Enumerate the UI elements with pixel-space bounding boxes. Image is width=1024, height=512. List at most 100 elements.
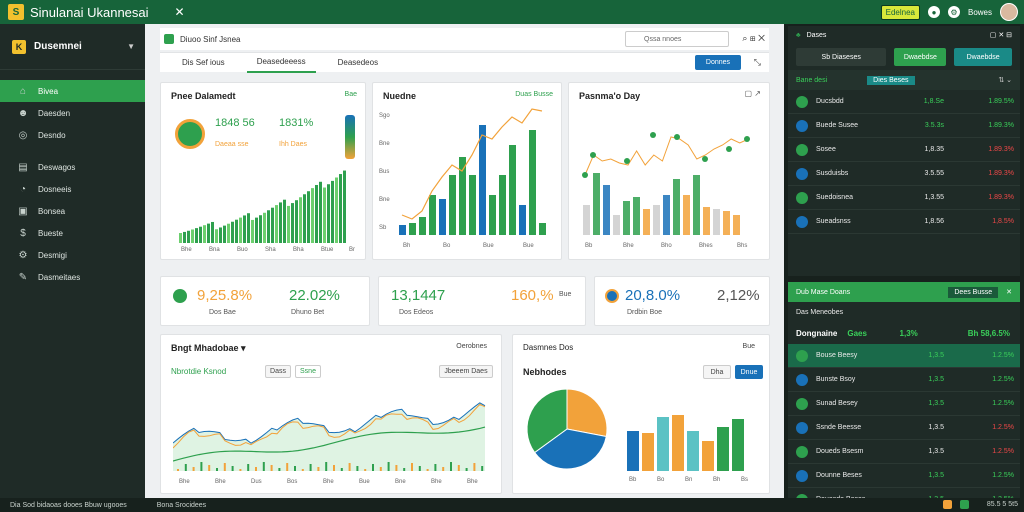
tab-2[interactable]: Deasedeos: [337, 58, 379, 67]
sidebar-item-label: Daesden: [38, 108, 71, 118]
close-icon[interactable]: ✕: [1006, 289, 1012, 296]
main-content: Diuoo Sinf Jsnea Qssa nnoes ⌕ ⊞ ✕ Dis Se…: [148, 24, 780, 498]
bar: [663, 195, 670, 235]
card-link[interactable]: Bue: [742, 343, 755, 350]
list-item[interactable]: Suedoisnea 1,3.55 1.89.3%: [788, 186, 1020, 210]
toolbar-label[interactable]: Diuoo Sinf Jsnea: [180, 34, 241, 44]
sidebar-item-3[interactable]: ▤ Deswagos: [0, 156, 145, 178]
list-item[interactable]: Sueadsnss 1,8.56 1,8.5%: [788, 210, 1020, 234]
sidebar-item-4[interactable]: ◔ Dosneeis: [0, 178, 145, 200]
title-badge[interactable]: Edelnea: [880, 4, 920, 20]
chevron-down-icon[interactable]: ▼: [127, 42, 135, 51]
card-link[interactable]: Oerobnes: [456, 343, 487, 350]
row-name: Sunad Besey: [816, 400, 858, 407]
wifi-icon[interactable]: [959, 500, 969, 509]
pie-slice: [526, 388, 568, 454]
close-icon[interactable]: ✕: [174, 5, 185, 19]
balance-tag-2: Ihh Daes: [279, 141, 308, 148]
filter-button-1[interactable]: Dass: [265, 365, 291, 378]
tick-label: Bhe: [215, 479, 226, 485]
sidebar-item-6[interactable]: $ Bueste: [0, 222, 145, 244]
market-icon: [796, 445, 808, 458]
lock-icon[interactable]: [942, 500, 952, 509]
row-name: Suedoisnea: [816, 194, 853, 201]
list-item[interactable]: Dounne Beses 1,3.5 1.2.5%: [788, 464, 1020, 488]
bar: [211, 221, 214, 243]
bell-icon[interactable]: ●: [927, 6, 940, 18]
card-actions-icon[interactable]: ▢ ↗: [744, 89, 761, 98]
y-tick-label: Sb: [379, 225, 387, 231]
pie-slice: [566, 388, 608, 438]
kpi-card-2: 20,8.0% 2,12% Drdbin Boe: [594, 276, 770, 326]
bar: [255, 217, 258, 243]
row-name: Doueds Bsesm: [816, 448, 864, 455]
tab-1[interactable]: Dwaebdse: [894, 48, 947, 66]
avatar[interactable]: [1000, 3, 1018, 21]
volume-chart: Sgo Bne Bus Bne Sb Bh Bo Bue Bue: [379, 108, 546, 249]
section-button[interactable]: Dies Beses: [867, 75, 915, 85]
y-tick-label: Sgo: [379, 113, 390, 119]
y-tick-label: Bne: [379, 141, 390, 147]
panel-actions-icon[interactable]: ▢ ✕ ⊟: [989, 32, 1012, 39]
list-item[interactable]: Susduisbs 3.5.55 1.89.3%: [788, 162, 1020, 186]
tick-label: Bhe: [181, 247, 192, 253]
kpi-sub: Drdbin Boe: [627, 309, 663, 316]
row-name: Bunste Bsoy: [816, 376, 856, 383]
home-icon: ⌂: [19, 85, 27, 97]
user-name[interactable]: Bowes: [967, 7, 992, 17]
volume-bar: [364, 469, 367, 471]
list-item[interactable]: Bunste Bsoy 1,3.5 1.2.5%: [788, 368, 1020, 392]
filter-button-2[interactable]: Dnue: [735, 365, 763, 379]
tick-label: Bn: [685, 477, 692, 483]
title-bar: S Sinulanai Ukannesai ✕ Edelnea ● ⚙ Bowe…: [0, 0, 1024, 24]
row-change: 1.2.5%: [992, 352, 1014, 359]
tick-label: Bhs: [737, 243, 747, 249]
filter-button-1[interactable]: Dha: [703, 365, 731, 379]
sidebar-item-7[interactable]: ⚙ Desmigi: [0, 244, 145, 266]
list-item[interactable]: Sunad Besey 1,3.5 1.2.5%: [788, 392, 1020, 416]
tab-0[interactable]: Sb Diaseses: [796, 48, 887, 66]
filter-button-2[interactable]: Ssne: [295, 365, 321, 378]
primary-tab-button[interactable]: Donnes: [695, 55, 741, 70]
sidebar-item-5[interactable]: ▣ Bonsea: [0, 200, 145, 222]
settings-icon[interactable]: ⚙: [947, 6, 960, 18]
sidebar-item-8[interactable]: ✎ Dasmeitaes: [0, 266, 145, 288]
volume-bar: [465, 468, 468, 471]
sidebar-item-2[interactable]: ◎ Desndo: [0, 124, 145, 146]
row-value: 1,3.5: [928, 472, 944, 479]
tab-0[interactable]: Dis Sef ious: [182, 58, 225, 67]
trend-chart: Bhe Bhe Dus Bos Bhe Bue Bne Bhe Bhe: [173, 402, 486, 485]
folder-icon[interactable]: [164, 34, 174, 44]
list-item[interactable]: Ducsbdd 1,8.Se 1.89.5%: [788, 90, 1020, 114]
list-item[interactable]: Bouse Beesy 1,3.5 1.2.5%: [788, 344, 1020, 368]
sidebar-item-1[interactable]: ☻ Daesden: [0, 102, 145, 124]
sidebar-header[interactable]: K Dusemnei ▼: [0, 24, 145, 70]
tab-2[interactable]: Dwaebdse: [954, 48, 1012, 66]
bar: [319, 181, 322, 243]
sidebar-item-0[interactable]: ⌂ Bivea: [0, 80, 145, 102]
volume-bar: [356, 466, 359, 471]
filter-button-3[interactable]: Jbeeem Daes: [439, 365, 493, 378]
bar: [339, 174, 342, 243]
list-item[interactable]: Sosee 1,8.35 1.89.3%: [788, 138, 1020, 162]
volume-bar: [442, 467, 445, 471]
volume-bar: [208, 465, 211, 471]
bar: [195, 228, 198, 243]
sidebar-item-label: Desmigi: [38, 250, 67, 260]
bar: [315, 184, 318, 243]
list-item[interactable]: Doueds Bsesm 1,3.5 1.2.5%: [788, 440, 1020, 464]
list-item[interactable]: Buede Susee 3.5.3s 1.89.3%: [788, 114, 1020, 138]
market-button[interactable]: Dees Busse: [948, 286, 999, 298]
list-item[interactable]: Ssnde Beesse 1,3.5 1.2.5%: [788, 416, 1020, 440]
market-icon: [796, 469, 808, 482]
bar: [279, 202, 282, 243]
toolbar-actions[interactable]: ⌕ ⊞ ✕: [742, 33, 765, 43]
search-input[interactable]: Qssa nnoes: [625, 31, 729, 47]
volume-bar: [294, 466, 296, 471]
row-change: 1.89.3%: [988, 146, 1014, 153]
tab-1[interactable]: Deasedeeess: [246, 53, 316, 73]
kpi-sub: Dos Edeos: [399, 309, 434, 316]
people-icon: ☻: [17, 107, 29, 119]
card-title[interactable]: Bngt Mhadobae ▾: [171, 343, 246, 353]
expand-icon[interactable]: ⤡: [753, 57, 761, 67]
